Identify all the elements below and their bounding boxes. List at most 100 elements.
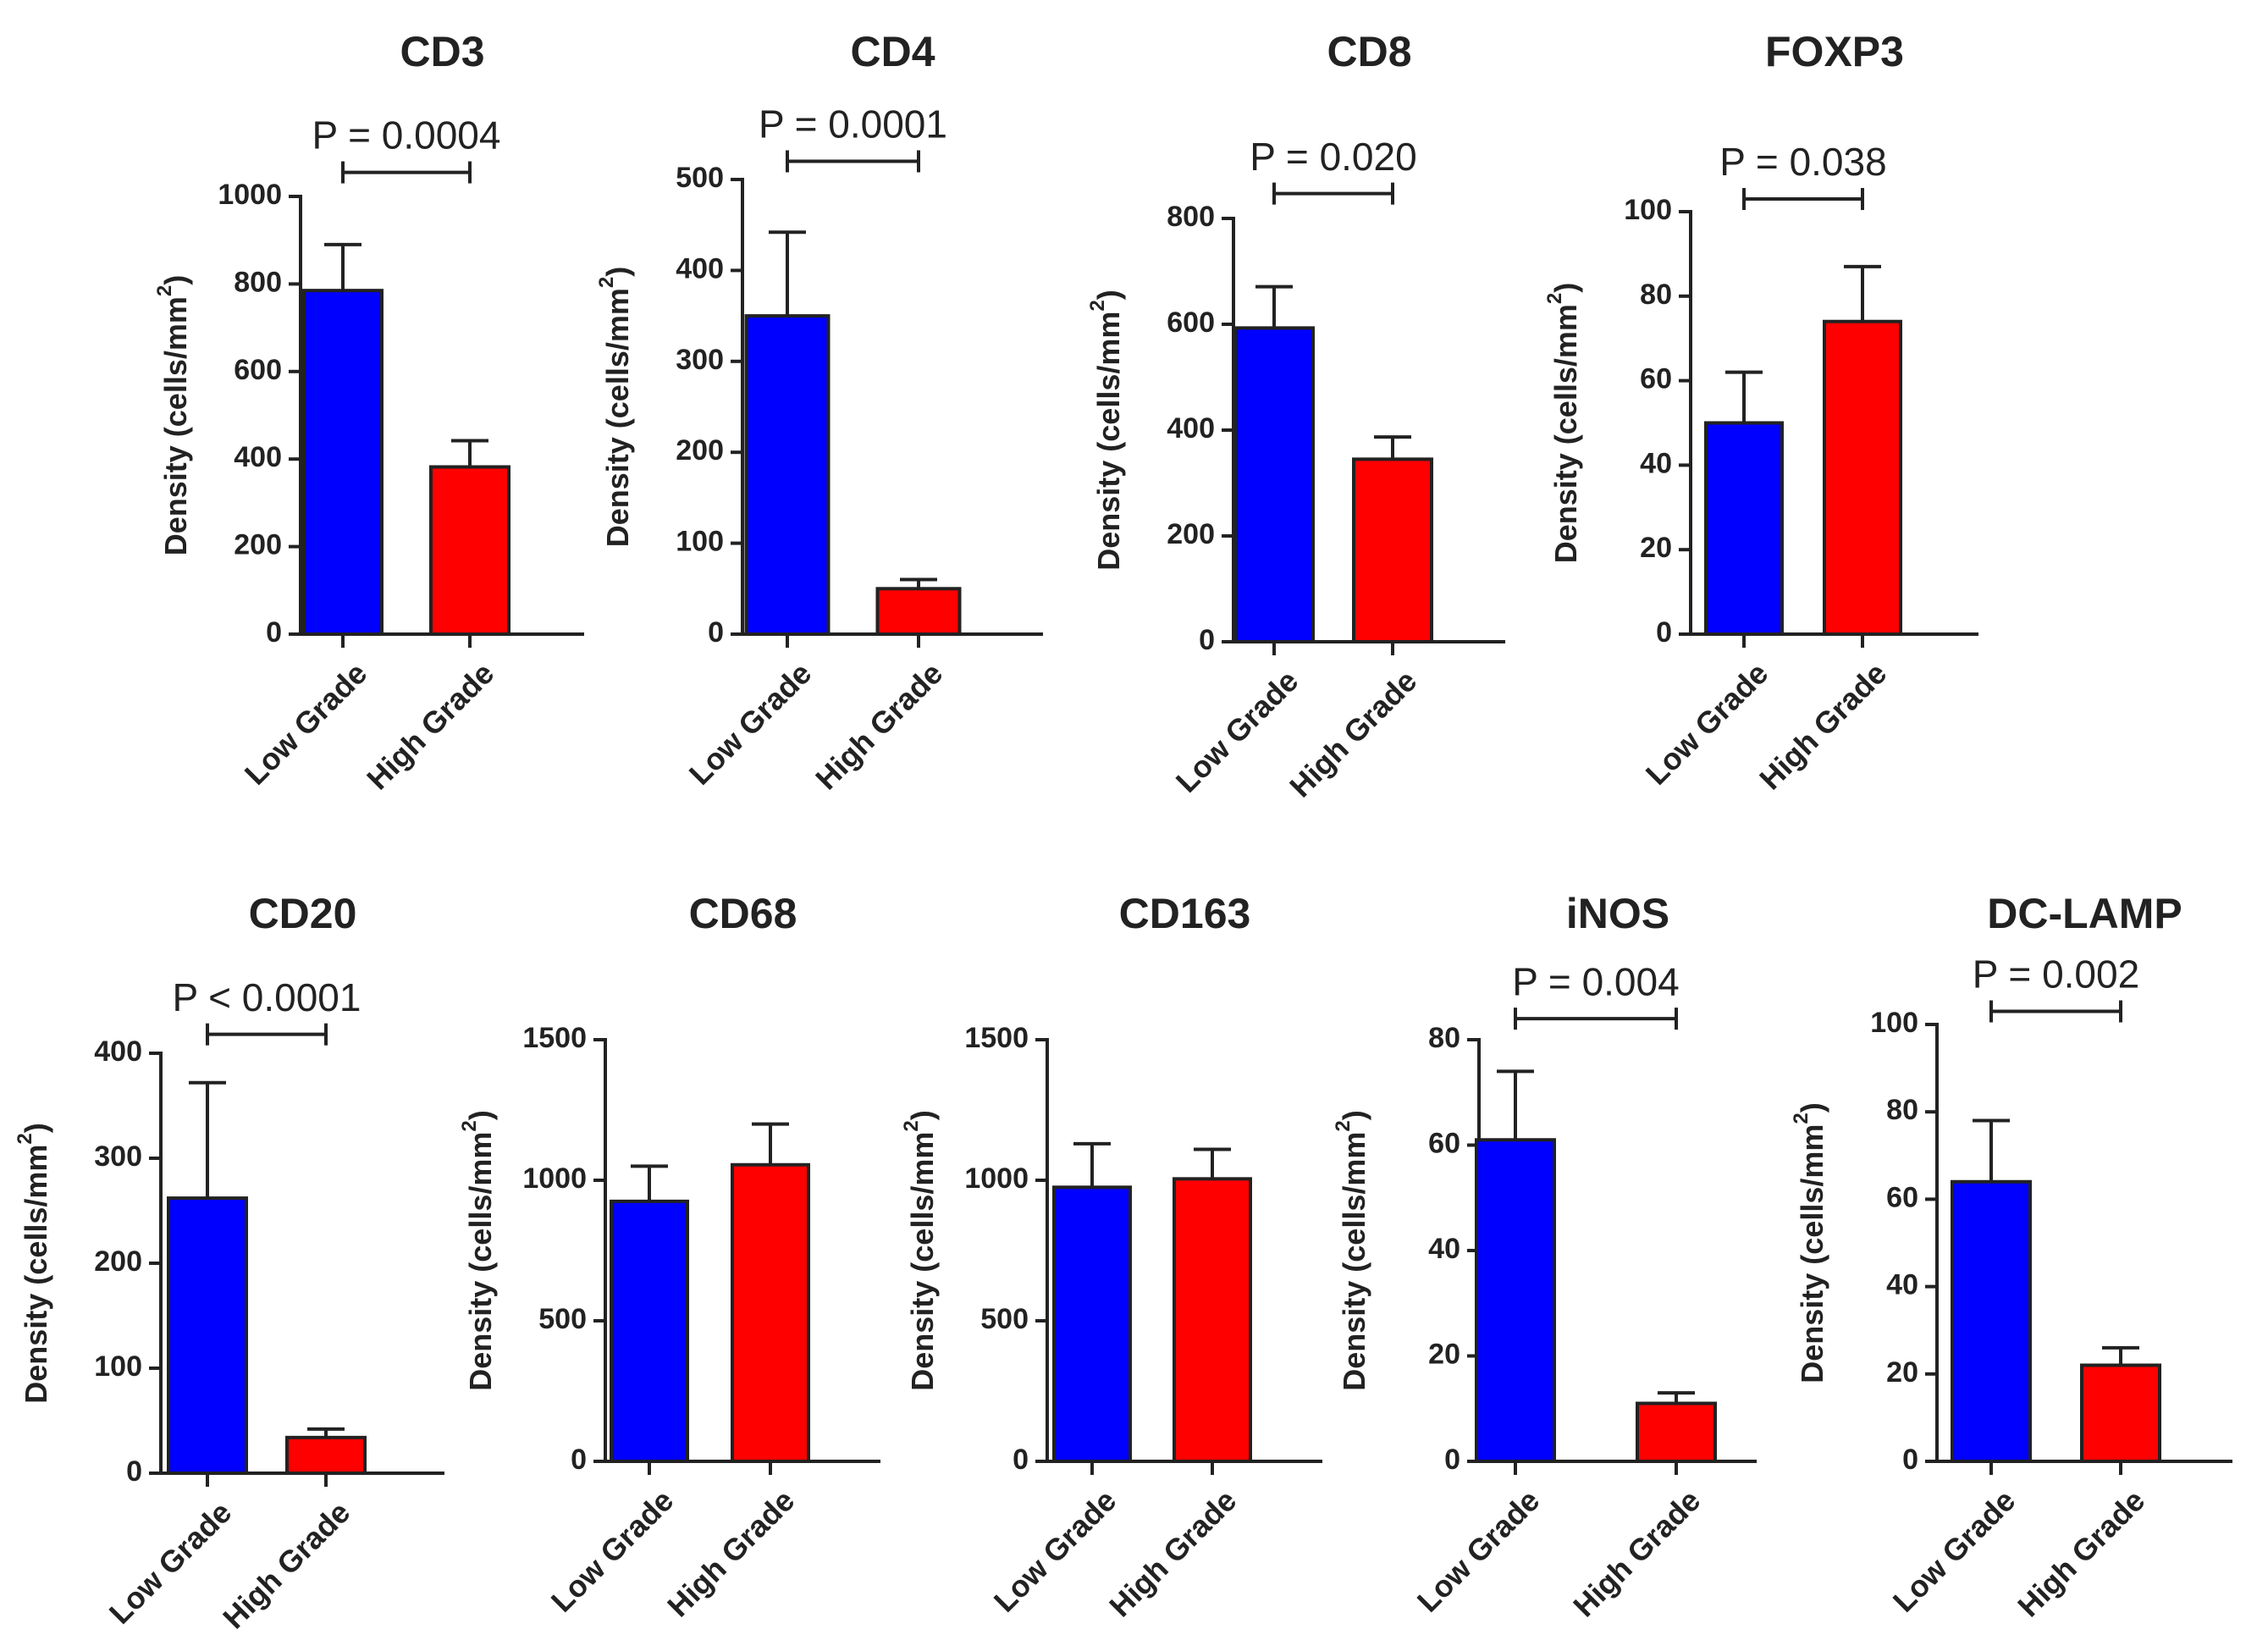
y-tick-label: 200	[94, 1245, 142, 1278]
y-tick-label: 400	[1167, 412, 1215, 444]
y-tick-label: 200	[676, 434, 724, 467]
y-tick-label: 1000	[218, 179, 282, 211]
y-tick-label: 300	[94, 1140, 142, 1173]
panel-dc-lamp: DC-LAMP 0 20 40 60 80 100 Density (cells/mm2) Lo…	[1790, 890, 2232, 1624]
y-tick-label: 200	[234, 529, 282, 561]
p-value-label: P = 0.020	[1250, 135, 1416, 179]
bar-high-grade	[1636, 1401, 1717, 1464]
chart-title: CD163	[1119, 890, 1251, 937]
y-axis-label: Density (cells/mm2)	[1086, 290, 1125, 570]
bar-high-grade	[2080, 1363, 2161, 1463]
y-axis-label: Density (cells/mm2)	[458, 1110, 497, 1390]
bar-low-grade	[1951, 1179, 2032, 1463]
p-value-label: P < 0.0001	[173, 975, 361, 1019]
chart-title: DC-LAMP	[1987, 890, 2182, 937]
y-tick-label: 40	[1886, 1269, 1918, 1301]
category-label-low-grade: Low Grade	[1886, 1483, 2022, 1619]
bar-high-grade	[1352, 457, 1433, 643]
p-value-label: P = 0.002	[1973, 952, 2139, 997]
y-tick-label: 500	[980, 1303, 1029, 1335]
bar-low-grade	[1475, 1138, 1556, 1464]
panel-cd68: CD68 0 500 1000 1500 Density (cells/mm2) Low G…	[458, 890, 880, 1624]
panel-cd4: CD4 0 100 200 300 400 500 Density (cells/mm2) Lo…	[595, 28, 1043, 797]
y-tick-label: 80	[1640, 279, 1672, 311]
bar-low-grade	[302, 289, 384, 636]
category-label-low-grade: Low Grade	[238, 655, 374, 792]
y-tick-label: 0	[1199, 624, 1215, 656]
bar-high-grade	[429, 465, 510, 636]
y-axis-label: Density (cells/mm2)	[595, 267, 634, 547]
bar-high-grade	[875, 587, 962, 636]
bar-low-grade	[167, 1196, 248, 1475]
chart-title: CD68	[689, 890, 797, 937]
y-tick-label: 0	[126, 1455, 142, 1488]
category-label-high-grade: High Grade	[2011, 1483, 2151, 1623]
y-tick-label: 40	[1428, 1233, 1460, 1265]
category-label-high-grade: High Grade	[1752, 655, 1893, 796]
y-tick-label: 500	[676, 162, 724, 194]
p-value-label: P = 0.0001	[759, 102, 947, 146]
y-tick-label: 1500	[522, 1022, 587, 1054]
y-tick-label: 200	[1167, 518, 1215, 550]
chart-title: CD4	[850, 28, 935, 75]
panel-cd3: CD3 0 200 400 600 800 1000 Density (cells/mm2) L…	[153, 28, 584, 797]
chart-title: FOXP3	[1765, 28, 1904, 75]
y-axis-label: Density (cells/mm2)	[900, 1110, 939, 1390]
bar-low-grade	[610, 1199, 689, 1464]
category-label-high-grade: High Grade	[1566, 1483, 1707, 1623]
y-tick-label: 100	[94, 1350, 142, 1383]
y-tick-label: 60	[1886, 1181, 1918, 1213]
y-tick-label: 20	[1428, 1338, 1460, 1370]
category-label-high-grade: High Grade	[216, 1494, 356, 1635]
y-tick-label: 20	[1886, 1356, 1918, 1389]
chart-title: CD3	[400, 28, 484, 75]
y-tick-label: 0	[266, 616, 282, 649]
y-tick-label: 20	[1640, 532, 1672, 564]
p-value-label: P = 0.038	[1719, 140, 1886, 184]
category-label-high-grade: High Grade	[1102, 1483, 1243, 1623]
y-tick-label: 60	[1428, 1127, 1460, 1159]
y-tick-label: 0	[1444, 1444, 1460, 1476]
y-axis-label: Density (cells/mm2)	[1332, 1110, 1371, 1390]
y-axis-label: Density (cells/mm2)	[14, 1123, 52, 1403]
y-tick-label: 400	[94, 1035, 142, 1068]
y-axis-label: Density (cells/mm2)	[1790, 1102, 1829, 1383]
y-tick-label: 300	[676, 344, 724, 376]
y-tick-label: 40	[1640, 447, 1672, 479]
category-label-low-grade: Low Grade	[682, 655, 819, 792]
y-tick-label: 80	[1428, 1022, 1460, 1054]
y-axis-label: Density (cells/mm2)	[1543, 283, 1582, 563]
y-tick-label: 100	[1624, 194, 1672, 226]
bar-low-grade	[1233, 326, 1315, 643]
y-tick-label: 400	[676, 252, 724, 284]
y-axis-label: Density (cells/mm2)	[153, 275, 192, 555]
y-tick-label: 0	[1013, 1444, 1029, 1476]
y-tick-label: 800	[234, 266, 282, 298]
y-tick-label: 600	[234, 354, 282, 386]
y-tick-label: 600	[1167, 306, 1215, 339]
y-tick-label: 500	[538, 1303, 587, 1335]
bar-low-grade	[744, 314, 830, 636]
bar-high-grade	[1173, 1177, 1252, 1463]
y-tick-label: 1000	[964, 1162, 1029, 1195]
bar-high-grade	[731, 1162, 810, 1463]
p-value-label: P = 0.0004	[312, 113, 501, 157]
p-value-label: P = 0.004	[1512, 959, 1679, 1003]
panel-inos: iNOS 0 20 40 60 80 Density (cells/mm2) Low Grad…	[1332, 890, 1757, 1624]
y-tick-label: 100	[676, 526, 724, 558]
y-tick-label: 0	[708, 616, 724, 649]
category-label-high-grade: High Grade	[808, 655, 949, 796]
bar-high-grade	[285, 1435, 367, 1475]
chart-title: CD20	[249, 890, 357, 937]
y-tick-label: 800	[1167, 201, 1215, 233]
category-label-high-grade: High Grade	[660, 1483, 801, 1623]
y-tick-label: 1500	[964, 1022, 1029, 1054]
y-tick-label: 80	[1886, 1094, 1918, 1126]
y-tick-label: 100	[1870, 1007, 1918, 1039]
